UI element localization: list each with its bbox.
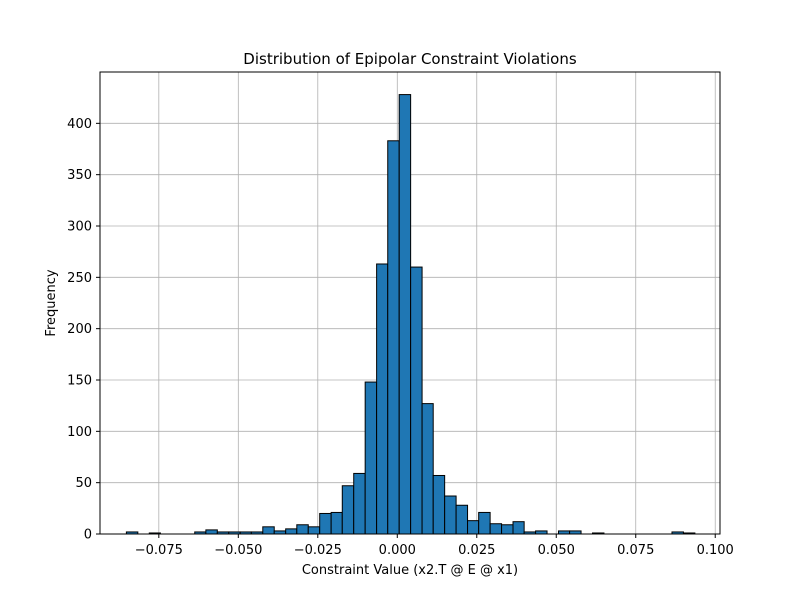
y-axis-ticks: 0 50 100 150 200 250 300 350 400: [67, 117, 100, 543]
histogram-bar: [364, 381, 378, 535]
histogram-bar: [467, 520, 480, 535]
histogram-bar: [421, 403, 434, 535]
histogram-bar: [307, 526, 321, 535]
y-tick-label: 250: [67, 271, 92, 286]
y-tick-label: 0: [84, 528, 92, 543]
y-tick-label: 100: [67, 425, 92, 440]
x-tick-label: −0.025: [294, 543, 342, 558]
histogram-bar: [501, 524, 514, 535]
histogram-bar: [398, 94, 412, 535]
histogram-bar: [455, 504, 469, 535]
plot-frame: [99, 71, 721, 535]
histogram-bar: [319, 512, 332, 535]
y-tick-label: 200: [67, 322, 92, 337]
histogram-bar: [330, 511, 343, 535]
histogram-bar: [444, 495, 457, 535]
y-axis-label: Frequency: [44, 269, 59, 336]
histogram-bar: [205, 529, 218, 535]
y-tick-label: 50: [75, 476, 92, 491]
histogram-bar: [376, 263, 389, 535]
histogram-bar: [262, 526, 275, 535]
y-tick-label: 400: [67, 117, 92, 132]
y-tick-label: 300: [67, 220, 92, 235]
histogram-bar: [512, 521, 525, 535]
y-tick-label: 350: [67, 168, 92, 183]
histogram-bar: [489, 523, 503, 535]
x-tick-label: −0.075: [135, 543, 183, 558]
x-axis-label: Constraint Value (x2.T @ E @ x1): [302, 563, 518, 578]
chart-title: Distribution of Epipolar Constraint Viol…: [243, 50, 577, 68]
histogram-bar: [478, 511, 491, 535]
x-tick-label: 0.050: [538, 543, 575, 558]
histogram-bar: [410, 266, 423, 535]
histogram-bars: [125, 94, 696, 535]
x-axis-ticks: −0.075 −0.050 −0.025 0.000 0.025 0.050 0.075 0.…: [135, 534, 734, 558]
x-tick-label: 0.075: [617, 543, 654, 558]
histogram-bar: [341, 485, 355, 535]
x-tick-label: 0.025: [458, 543, 495, 558]
histogram-bar: [387, 140, 400, 535]
histogram-bar: [296, 524, 309, 535]
y-tick-label: 150: [67, 374, 92, 389]
x-tick-label: 0.000: [379, 543, 416, 558]
x-tick-label: 0.100: [697, 543, 734, 558]
histogram-bar: [432, 474, 446, 535]
histogram-bar: [353, 472, 366, 535]
histogram-bar: [285, 528, 298, 535]
x-tick-label: −0.050: [214, 543, 262, 558]
